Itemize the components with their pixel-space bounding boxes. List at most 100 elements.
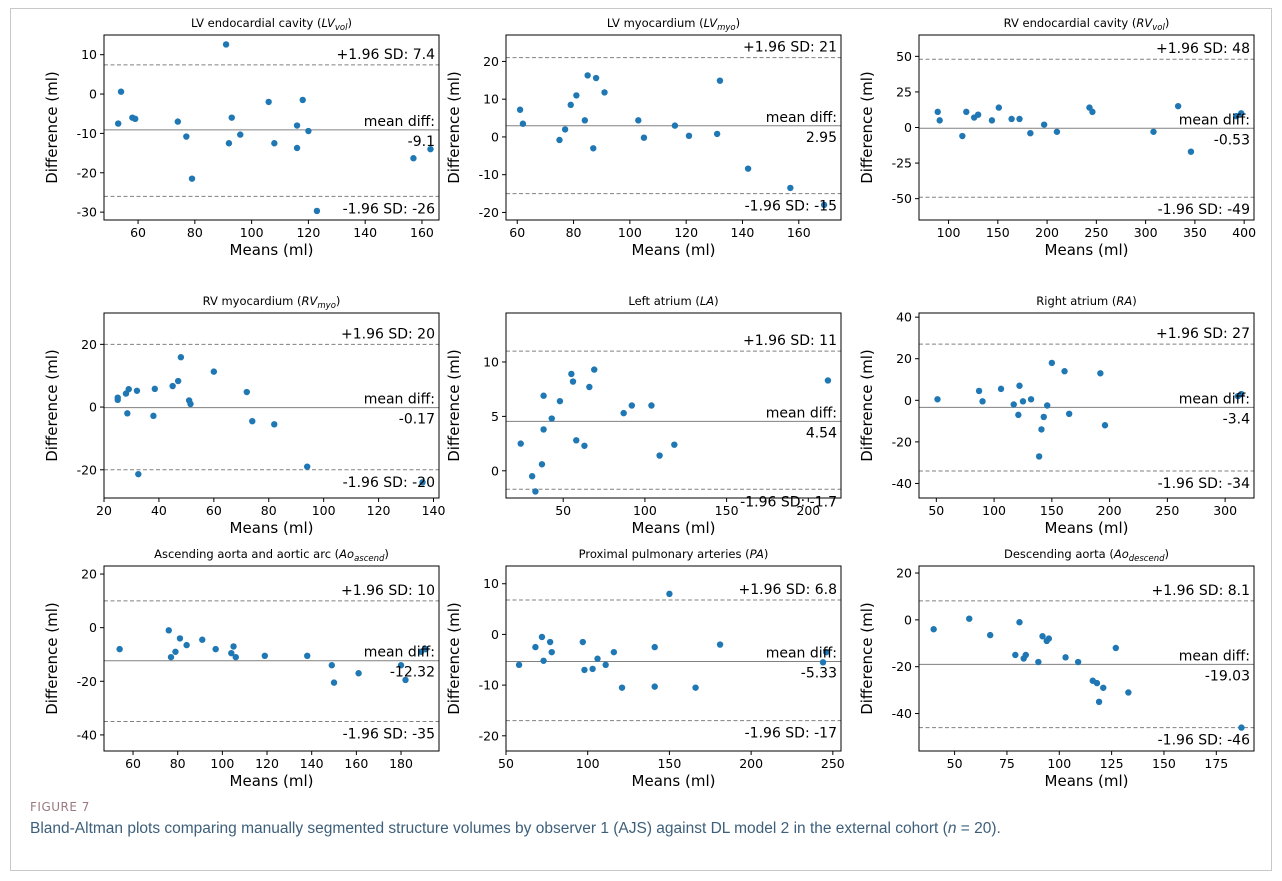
panel-title-symbol: RV xyxy=(302,294,319,308)
data-point xyxy=(402,676,409,684)
plot-frame xyxy=(505,34,842,221)
x-tick-label: 140 xyxy=(731,225,755,240)
mean-diff-value: -0.53 xyxy=(1214,132,1250,148)
x-axis-label: Means (ml) xyxy=(632,519,716,537)
data-point xyxy=(1125,689,1132,696)
y-tick-label: 10 xyxy=(483,354,499,369)
x-tick-label: 150 xyxy=(657,756,681,771)
data-point xyxy=(174,118,182,125)
data-point xyxy=(979,398,986,405)
data-point xyxy=(1095,698,1103,706)
data-point xyxy=(685,132,693,140)
x-axis-label: Means (ml) xyxy=(632,772,716,790)
data-point xyxy=(589,665,596,673)
plot-frame xyxy=(103,565,440,752)
plot-frame xyxy=(505,312,842,499)
data-point xyxy=(187,400,194,408)
data-point xyxy=(666,590,673,598)
panel-title-text: Ascending aorta and aortic arc ( xyxy=(154,547,339,561)
upper-loa-label: +1.96 SD: 11 xyxy=(743,333,837,349)
panel-title-close: ) xyxy=(1165,16,1170,30)
data-point xyxy=(936,117,943,124)
mean-diff-value: -12.32 xyxy=(390,665,435,681)
mean-diff-label: mean diff: xyxy=(1179,391,1250,407)
y-tick-label: -40 xyxy=(892,706,912,721)
panel-title-symbol: LV xyxy=(321,16,336,30)
y-axis-label: Difference (ml) xyxy=(43,71,61,184)
data-point xyxy=(116,645,123,653)
data-point xyxy=(820,201,828,209)
panel-title-text: RV myocardium ( xyxy=(203,294,302,308)
panel-title-close: ) xyxy=(1165,547,1170,561)
y-tick-label: -40 xyxy=(77,727,97,742)
data-point xyxy=(1016,382,1023,389)
data-point xyxy=(540,657,547,664)
data-point xyxy=(579,638,587,646)
data-point xyxy=(355,670,362,677)
data-point xyxy=(966,615,973,622)
panel-title-symbol: LV xyxy=(704,16,719,30)
data-point xyxy=(959,132,966,140)
y-tick-label: -20 xyxy=(77,165,97,180)
y-axis-label: Difference (ml) xyxy=(445,349,463,462)
panel-title-close: ) xyxy=(336,294,341,308)
x-tick-label: 140 xyxy=(353,225,377,240)
data-point xyxy=(1040,413,1047,421)
data-point xyxy=(303,463,311,470)
panel-title-text: Descending aorta ( xyxy=(1004,547,1114,561)
caption-main: Bland-Altman plots comparing manually se… xyxy=(30,820,948,837)
data-point xyxy=(997,385,1005,393)
x-tick-label: 60 xyxy=(130,225,146,240)
x-axis-label: Means (ml) xyxy=(230,241,314,259)
y-axis-label: Difference (ml) xyxy=(858,349,876,462)
x-tick-label: 400 xyxy=(1232,225,1256,240)
x-tick-label: 100 xyxy=(618,225,642,240)
plot-frame xyxy=(918,565,1255,752)
panel-title: LV myocardium (LVmyo) xyxy=(607,16,740,33)
data-point xyxy=(228,114,235,121)
panel-title-text: Right atrium ( xyxy=(1036,294,1116,308)
x-tick-label: 120 xyxy=(367,503,391,518)
figure-frame xyxy=(10,8,1272,871)
panel-title-subscript: myo xyxy=(317,301,336,311)
data-point xyxy=(618,684,626,691)
data-point xyxy=(1238,724,1245,731)
data-point xyxy=(228,649,235,657)
y-tick-label: 0 xyxy=(491,627,499,642)
plot-panel-2: LV myocardium (LVmyo)+1.96 SD: 21 mean di… xyxy=(445,16,842,259)
data-point xyxy=(427,145,434,153)
panel-title-symbol: Ao xyxy=(338,547,354,561)
data-point xyxy=(1150,128,1157,135)
data-point xyxy=(819,659,827,666)
mean-diff-label: mean diff: xyxy=(1179,112,1250,128)
panel-title-subscript: descend xyxy=(1129,554,1165,564)
data-point xyxy=(1027,396,1035,403)
x-tick-label: 160 xyxy=(344,756,368,771)
y-tick-label: 20 xyxy=(81,337,97,352)
upper-loa-label: +1.96 SD: 20 xyxy=(341,326,435,342)
panel-title-symbol: PA xyxy=(750,547,764,561)
data-point xyxy=(1112,644,1120,652)
x-axis-label: Means (ml) xyxy=(1045,241,1129,259)
y-tick-label: 20 xyxy=(896,566,912,581)
y-tick-label: 5 xyxy=(491,409,499,424)
data-point xyxy=(1015,411,1022,419)
plot-panel-3: RV endocardial cavity (RVvol) +1.96 SD: 4… xyxy=(858,16,1256,259)
panel-title-text: RV endocardial cavity ( xyxy=(1004,16,1137,30)
upper-loa-label: +1.96 SD: 27 xyxy=(1156,326,1250,342)
data-point xyxy=(556,397,564,405)
x-tick-label: 100 xyxy=(633,503,657,518)
data-point xyxy=(1101,422,1109,429)
data-point xyxy=(556,136,563,144)
x-tick-label: 50 xyxy=(928,503,944,518)
data-point xyxy=(986,631,994,639)
data-point xyxy=(988,117,996,124)
data-point xyxy=(656,452,663,459)
data-point xyxy=(305,127,312,135)
x-tick-label: 100 xyxy=(210,756,234,771)
data-point xyxy=(532,488,539,495)
data-point xyxy=(567,101,574,109)
data-point xyxy=(1010,401,1017,408)
y-tick-label: 20 xyxy=(81,567,97,582)
mean-diff-value: -9.1 xyxy=(408,134,435,150)
